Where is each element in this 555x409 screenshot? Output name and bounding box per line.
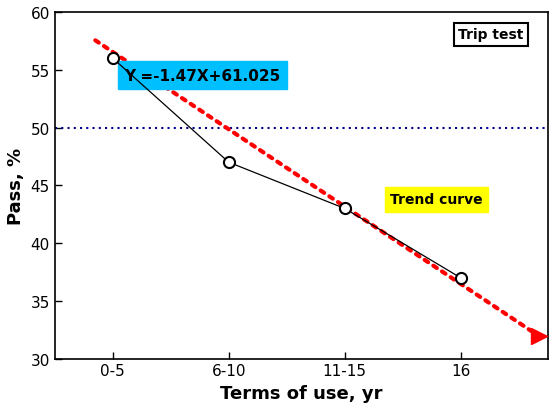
Text: Y =-1.47X+61.025: Y =-1.47X+61.025 bbox=[124, 68, 281, 83]
Text: Trend curve: Trend curve bbox=[390, 193, 483, 207]
Text: Trip test: Trip test bbox=[458, 28, 523, 43]
Y-axis label: Pass, %: Pass, % bbox=[7, 147, 25, 224]
X-axis label: Terms of use, yr: Terms of use, yr bbox=[220, 384, 382, 402]
